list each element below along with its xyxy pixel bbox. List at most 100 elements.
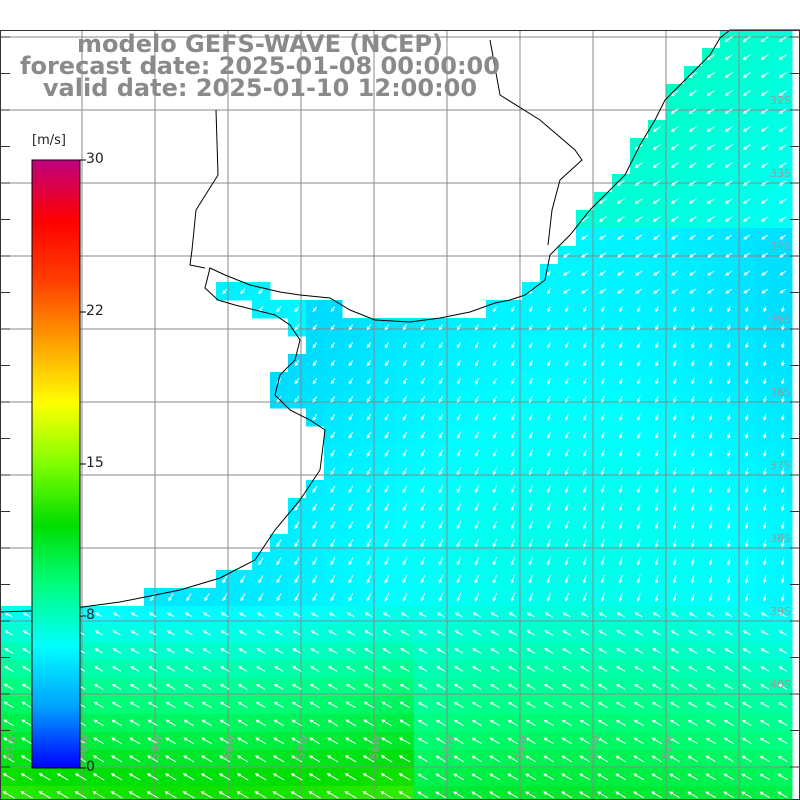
wind-arrow: [184, 630, 193, 636]
wind-arrow: [384, 378, 390, 385]
wind-speed-cell: [468, 786, 487, 800]
wind-speed-cell: [108, 786, 127, 800]
wind-arrow: [743, 288, 751, 294]
wind-arrow: [344, 791, 357, 799]
wind-arrow: [384, 521, 390, 530]
wind-arrow: [384, 575, 390, 584]
wind-arrow: [617, 234, 625, 240]
wind-arrow: [438, 592, 444, 602]
wind-arrow: [20, 755, 33, 763]
wind-arrow: [600, 449, 605, 458]
wind-arrow: [204, 593, 210, 602]
wind-arrow: [651, 737, 662, 745]
wind-arrow: [348, 485, 354, 494]
wind-arrow: [474, 360, 479, 367]
wind-arrow: [147, 719, 158, 727]
wind-arrow: [236, 791, 249, 799]
wind-arrow: [741, 702, 752, 708]
wind-arrow: [112, 630, 121, 636]
wind-arrow: [544, 612, 553, 618]
colorbar-tick-15: 15: [86, 455, 104, 471]
wind-arrow: [312, 503, 318, 512]
wind-arrow: [274, 612, 283, 618]
wind-arrow: [635, 270, 643, 276]
wind-arrow: [528, 592, 533, 602]
wind-arrow: [508, 648, 518, 654]
wind-arrow: [402, 593, 408, 602]
wind-arrow: [727, 378, 731, 385]
wind-arrow: [402, 557, 408, 566]
wind-arrow: [655, 395, 659, 403]
wind-arrow: [707, 288, 715, 294]
wind-arrow: [471, 773, 483, 781]
wind-arrow: [742, 162, 751, 168]
wind-arrow: [146, 773, 159, 781]
wind-speed-cell: [396, 786, 415, 800]
wind-arrow: [763, 342, 767, 349]
wind-arrow: [362, 755, 375, 763]
wind-arrow: [511, 306, 515, 313]
wind-arrow: [742, 36, 751, 42]
wind-arrow: [4, 648, 14, 654]
wind-arrow: [22, 612, 31, 618]
wind-arrow: [597, 684, 608, 690]
wind-arrow: [474, 485, 480, 494]
wind-arrow: [111, 737, 123, 745]
wind-arrow: [543, 719, 554, 727]
wind-arrow: [672, 485, 677, 494]
wind-arrow: [420, 431, 426, 439]
wind-arrow: [510, 485, 515, 494]
wind-arrow: [384, 467, 390, 476]
wind-arrow: [652, 648, 662, 654]
wind-arrow: [579, 755, 590, 763]
wind-arrow: [493, 360, 497, 367]
wind-arrow: [708, 467, 713, 476]
wind-arrow: [580, 648, 590, 654]
wind-arrow: [652, 666, 662, 672]
wind-arrow: [781, 449, 785, 458]
wind-arrow: [601, 360, 605, 367]
wind-arrow: [398, 791, 411, 799]
wind-arrow: [706, 72, 715, 78]
lon-label: 58W: [221, 734, 238, 761]
wind-arrow: [92, 791, 105, 799]
wind-arrow: [438, 360, 444, 367]
wind-arrow: [726, 503, 731, 512]
wind-arrow: [564, 449, 569, 458]
wind-arrow: [744, 593, 749, 602]
wind-arrow: [778, 162, 787, 168]
wind-arrow: [615, 737, 626, 745]
wind-arrow: [582, 557, 587, 566]
wind-arrow: [654, 539, 659, 548]
wind-arrow: [402, 360, 408, 367]
wind-arrow: [330, 521, 336, 530]
lat-label: 40S: [770, 678, 791, 691]
wind-speed-cell: [144, 786, 163, 800]
wind-arrow: [381, 683, 392, 691]
wind-arrow: [655, 360, 659, 367]
wind-arrow: [690, 593, 695, 602]
wind-arrow: [760, 108, 769, 114]
wind-arrow: [742, 630, 751, 636]
wind-arrow: [688, 648, 698, 654]
wind-arrow: [744, 467, 749, 476]
wind-arrow: [725, 270, 733, 276]
wind-arrow: [598, 666, 608, 672]
wind-arrow: [454, 648, 464, 654]
wind-arrow: [312, 378, 318, 385]
wind-arrow: [763, 306, 767, 313]
wind-arrow: [362, 773, 375, 781]
wind-arrow: [510, 395, 515, 403]
wind-arrow: [615, 701, 626, 708]
wind-arrow: [471, 791, 483, 799]
wind-arrow: [330, 378, 336, 385]
wind-arrow: [21, 701, 32, 709]
wind-arrow: [507, 684, 518, 690]
wind-arrow: [652, 216, 661, 222]
wind-arrow: [618, 539, 623, 548]
wind-arrow: [579, 737, 590, 745]
wind-arrow: [92, 773, 105, 781]
wind-arrow: [366, 503, 372, 512]
wind-arrow: [93, 701, 104, 709]
